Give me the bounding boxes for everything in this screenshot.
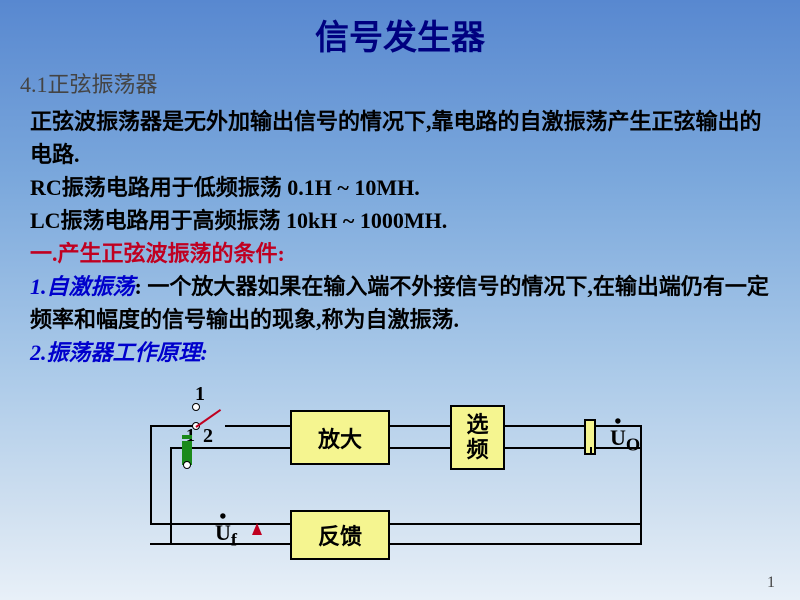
- filter-line1: 选: [466, 413, 488, 437]
- page-number: 1: [767, 574, 775, 592]
- feedback-arrow-icon: [252, 523, 262, 535]
- wire: [225, 425, 290, 427]
- paragraph-2a: RC振荡电路用于低频振荡 0.1H ~ 10MH.: [30, 171, 770, 204]
- sub-item-1: 1.自激振荡: 一个放大器如果在输入端不外接信号的情况下,在输出端仍有一定频率和…: [30, 270, 770, 336]
- heading-conditions: 一.产生正弦波振荡的条件:: [30, 237, 770, 270]
- wire: [390, 425, 450, 427]
- sub-item-2: 2.振荡器工作原理:: [30, 336, 770, 369]
- filter-line2: 频: [466, 438, 488, 462]
- wire: [390, 447, 450, 449]
- wire: [170, 447, 172, 545]
- section-heading: 4.1正弦振荡器: [0, 59, 800, 99]
- block-diagram: 放大 选 频 反馈 1 2 1 UO Uf: [100, 395, 720, 575]
- feedback-label: Uf: [215, 520, 237, 550]
- wire: [590, 447, 592, 455]
- uf-symbol: U: [215, 520, 231, 545]
- switch-terminal-1: [192, 403, 200, 411]
- box-amplifier: 放大: [290, 410, 390, 465]
- wire: [390, 543, 642, 545]
- switch-pos-2: 2: [203, 425, 213, 448]
- uo-symbol: U: [610, 425, 626, 450]
- uf-sub: f: [231, 529, 237, 549]
- wire: [640, 447, 642, 545]
- output-label: UO: [610, 425, 640, 455]
- paragraph-1: 正弦波振荡器是无外加输出信号的情况下,靠电路的自激振荡产生正弦输出的电路.: [30, 105, 770, 171]
- box-feedback: 反馈: [290, 510, 390, 560]
- sub1-text: : 一个放大器如果在输入端不外接信号的情况下,在输出端仍有一定频率和幅度的信号输…: [30, 274, 769, 332]
- wire: [150, 425, 152, 525]
- page-title: 信号发生器: [0, 0, 800, 59]
- uo-sub: O: [626, 434, 640, 454]
- source-ground-terminal: [183, 461, 191, 469]
- sub1-label: 1.自激振荡: [30, 274, 135, 299]
- wire: [390, 523, 642, 525]
- box-filter: 选 频: [450, 405, 505, 470]
- paragraph-2b: LC振荡电路用于高频振荡 10kH ~ 1000MH.: [30, 204, 770, 237]
- content-body: 正弦波振荡器是无外加输出信号的情况下,靠电路的自激振荡产生正弦输出的电路. RC…: [0, 99, 800, 369]
